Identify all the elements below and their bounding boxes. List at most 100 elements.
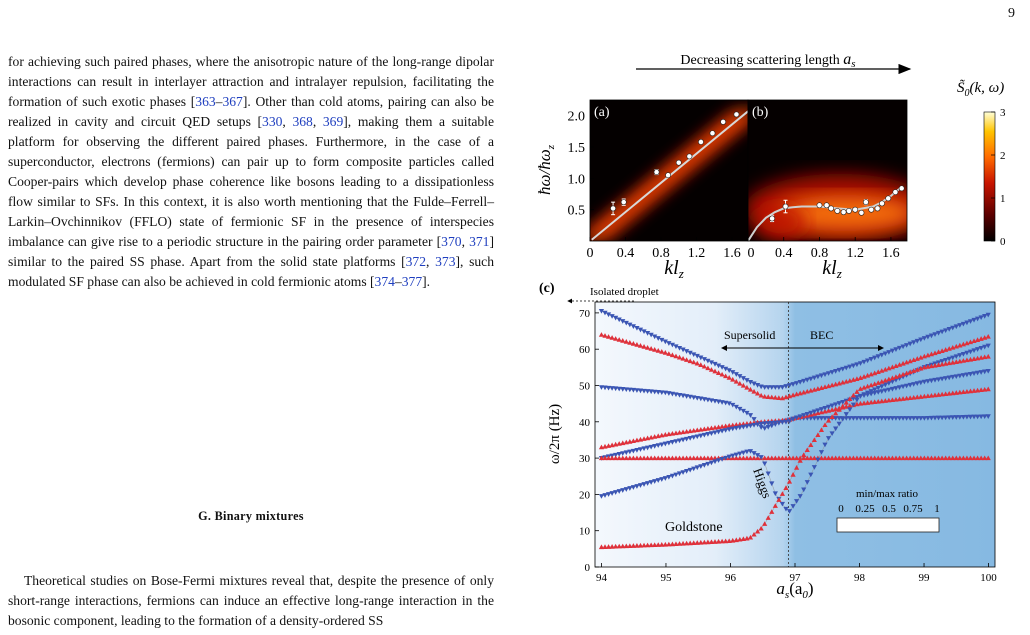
data-marker <box>882 388 888 394</box>
data-marker <box>786 383 793 388</box>
data-marker <box>974 370 981 376</box>
paragraph-text: ]. Other than cold atoms, pairing can al… <box>8 94 494 129</box>
data-marker <box>723 373 729 379</box>
citation-ref[interactable]: 371 <box>469 234 490 249</box>
data-marker <box>605 492 612 497</box>
data-marker <box>964 372 970 378</box>
data-marker <box>666 431 672 437</box>
data-marker <box>747 380 754 385</box>
data-marker <box>801 487 807 493</box>
x-tick-label: 100 <box>980 572 997 584</box>
citation-ref[interactable]: 369 <box>322 114 344 129</box>
data-marker <box>659 442 665 448</box>
data-marker <box>698 355 704 361</box>
section-heading-binary-mixtures: G. Binary mixtures <box>198 509 304 523</box>
data-marker <box>659 542 665 547</box>
data-marker <box>833 426 839 432</box>
data-marker <box>900 455 906 461</box>
data-marker <box>666 341 672 346</box>
citation-ref[interactable]: 367 <box>222 94 243 109</box>
data-marker <box>776 385 782 390</box>
data-marker <box>627 486 633 491</box>
data-marker <box>694 427 700 433</box>
data-marker <box>982 344 988 350</box>
data-marker <box>818 416 825 421</box>
data-marker <box>861 400 867 406</box>
data-marker <box>950 355 956 361</box>
data-marker <box>857 393 864 399</box>
data-marker <box>857 455 864 461</box>
data-marker <box>769 423 775 429</box>
data-marker <box>974 316 981 322</box>
data-marker <box>730 402 736 408</box>
paragraph-text: ], such modulated SF phase can also be a… <box>8 254 494 289</box>
panel-c-tag: (c) <box>539 281 555 296</box>
data-marker <box>637 483 644 488</box>
data-marker <box>751 422 757 428</box>
data-marker <box>886 416 892 421</box>
data-marker <box>737 425 743 431</box>
data-marker <box>985 312 991 318</box>
citation-ref[interactable]: 368 <box>292 114 313 129</box>
data-marker <box>598 308 605 314</box>
data-marker <box>641 344 647 349</box>
data-marker <box>939 391 945 397</box>
data-marker <box>822 422 828 428</box>
data-marker <box>762 426 768 431</box>
data-marker <box>978 414 984 420</box>
data-marker <box>847 407 853 413</box>
data-marker <box>691 359 697 365</box>
data-marker <box>627 340 633 345</box>
data-marker <box>737 406 743 412</box>
y-tick-label: 50 <box>579 380 591 392</box>
citation-ref[interactable]: 373 <box>435 254 456 269</box>
data-marker <box>861 384 867 390</box>
x-tick-label: 0.4 <box>617 246 635 261</box>
data-marker <box>669 541 676 547</box>
data-marker <box>960 414 966 420</box>
data-marker <box>751 531 757 537</box>
data-marker <box>609 314 615 319</box>
data-marker <box>946 415 952 421</box>
data-marker <box>985 368 991 374</box>
data-marker <box>598 455 605 461</box>
data-marker <box>637 343 644 348</box>
data-marker <box>652 444 658 449</box>
data-marker <box>719 428 725 434</box>
data-marker <box>701 363 707 369</box>
data-marker <box>868 371 874 377</box>
data-marker <box>850 416 856 421</box>
data-marker <box>613 490 619 495</box>
data-marker <box>648 346 654 351</box>
citation-ref[interactable]: 363 <box>195 94 216 109</box>
data-marker <box>740 376 746 381</box>
data-marker <box>808 410 814 416</box>
citation-ref[interactable]: 370 <box>441 234 462 249</box>
data-marker <box>907 395 913 401</box>
citation-ref[interactable]: 372 <box>405 254 427 269</box>
citation-ref[interactable]: 330 <box>262 114 283 129</box>
data-marker <box>872 455 878 461</box>
data-point <box>858 209 865 216</box>
data-marker <box>669 473 676 479</box>
paragraph-text: , <box>282 114 293 129</box>
citation-ref[interactable]: 374 <box>374 274 395 289</box>
data-marker <box>932 415 938 421</box>
colorbar: S̃0(k, ω) 3 2 1 0 <box>957 79 1006 248</box>
data-marker <box>840 455 846 461</box>
data-marker <box>825 404 832 410</box>
data-point <box>675 159 682 166</box>
data-marker <box>637 327 644 333</box>
x-tick-label: 95 <box>660 572 672 584</box>
data-marker <box>946 375 952 381</box>
panel-a: (a) 2.0 1.5 1.0 0.5 0 0.4 0.8 1.2 1.6 klz ħω/ħω… <box>535 99 749 281</box>
data-marker <box>762 461 768 467</box>
data-marker <box>744 378 750 383</box>
data-marker <box>779 491 786 496</box>
data-marker <box>605 455 612 461</box>
data-marker <box>946 455 952 461</box>
data-marker <box>765 421 771 426</box>
data-marker <box>641 446 647 452</box>
citation-ref[interactable]: 377 <box>401 274 423 289</box>
data-marker <box>659 455 665 461</box>
